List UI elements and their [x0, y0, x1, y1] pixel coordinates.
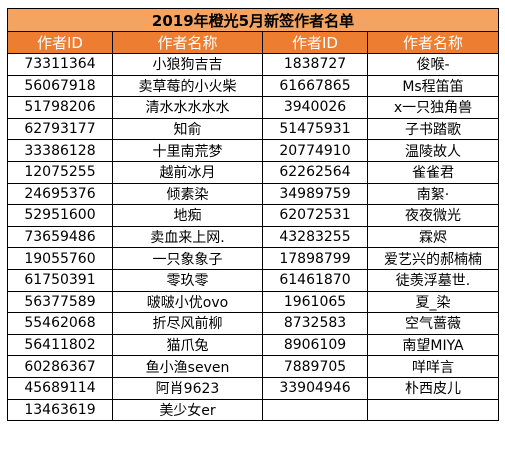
author-name-cell: 爱艺兴的郝楠楠 — [367, 247, 499, 270]
author-id-cell: 19055760 — [7, 247, 113, 270]
author-name-cell: 清水水水水水 — [112, 96, 263, 119]
author-name-cell: 俊喉- — [367, 53, 499, 76]
author-id-cell: 7889705 — [262, 355, 368, 378]
author-name-cell: 空气蔷薇 — [367, 312, 499, 335]
author-name-cell: 零玖零 — [112, 268, 263, 292]
author-name-cell: 阿肖9623 — [112, 376, 263, 400]
author-id-cell: 1961065 — [262, 290, 368, 314]
table-row: 55462068 折尽风前柳 8732583 空气蔷薇 — [7, 312, 499, 335]
author-name-cell: 啵啵小优ovo — [112, 290, 263, 314]
author-id-cell: 45689114 — [7, 376, 113, 400]
author-id-cell: 12075255 — [7, 160, 113, 184]
author-name-cell: 卖血来上网. — [112, 225, 263, 249]
author-name-cell: 南絮· — [367, 182, 499, 206]
author-id-cell: 51475931 — [262, 117, 368, 141]
author-name-cell: 雀雀君 — [367, 160, 499, 184]
author-name-cell: 夜夜微光 — [367, 204, 499, 227]
author-name-cell: 子书踏歌 — [367, 117, 499, 141]
author-id-cell: 3940026 — [262, 96, 368, 119]
author-id-cell: 60286367 — [7, 355, 113, 378]
header-row: 作者ID 作者名称 作者ID 作者名称 — [7, 31, 499, 54]
table-row: 73311364 小狼狗吉吉 1838727 俊喉- — [7, 53, 499, 76]
author-name-cell: 知俞 — [112, 117, 263, 141]
author-name-cell — [367, 398, 499, 422]
author-list-sheet: 2019年橙光5月新签作者名单 作者ID 作者名称 作者ID 作者名称 7331… — [7, 8, 499, 422]
table-row: 12075255 越前冰月 62262564 雀雀君 — [7, 160, 499, 184]
table-row: 24695376 倾素染 34989759 南絮· — [7, 182, 499, 206]
author-id-cell: 24695376 — [7, 182, 113, 206]
author-id-cell: 61461870 — [262, 268, 368, 292]
author-name-cell: 朴西皮儿 — [367, 376, 499, 400]
header-author-id-1: 作者ID — [7, 31, 113, 54]
author-id-cell: 61667865 — [262, 74, 368, 98]
author-id-cell: 17898799 — [262, 247, 368, 270]
table-row: 13463619 美少女er — [7, 398, 499, 422]
author-name-cell: 倾素染 — [112, 182, 263, 206]
author-name-cell: x一只独角兽 — [367, 96, 499, 119]
table-row: 62793177 知俞 51475931 子书踏歌 — [7, 117, 499, 141]
author-name-cell: 美少女er — [112, 398, 263, 422]
author-name-cell: 越前冰月 — [112, 160, 263, 184]
author-id-cell: 33904946 — [262, 376, 368, 400]
author-id-cell: 56067918 — [7, 74, 113, 98]
author-id-cell: 33386128 — [7, 139, 113, 162]
table-row: 56067918 卖草莓的小火柴 61667865 Ms程笛笛 — [7, 74, 499, 98]
table-row: 19055760 一只象象子 17898799 爱艺兴的郝楠楠 — [7, 247, 499, 270]
author-name-cell: 南望MIYA — [367, 333, 499, 357]
author-id-cell: 56377589 — [7, 290, 113, 314]
author-id-cell: 43283255 — [262, 225, 368, 249]
author-name-cell: 猫爪兔 — [112, 333, 263, 357]
author-id-cell: 1838727 — [262, 53, 368, 76]
author-name-cell: 小狼狗吉吉 — [112, 53, 263, 76]
title-row: 2019年橙光5月新签作者名单 — [7, 8, 499, 32]
author-name-cell: Ms程笛笛 — [367, 74, 499, 98]
author-id-cell: 13463619 — [7, 398, 113, 422]
author-id-cell: 8906109 — [262, 333, 368, 357]
sheet-title: 2019年橙光5月新签作者名单 — [7, 8, 499, 32]
author-name-cell: 卖草莓的小火柴 — [112, 74, 263, 98]
author-name-cell: 咩咩言 — [367, 355, 499, 378]
author-id-cell: 62072531 — [262, 204, 368, 227]
table-row: 61750391 零玖零 61461870 徒羡浮墓世. — [7, 268, 499, 292]
author-name-cell: 地痴 — [112, 204, 263, 227]
author-name-cell: 徒羡浮墓世. — [367, 268, 499, 292]
table-row: 45689114 阿肖9623 33904946 朴西皮儿 — [7, 376, 499, 400]
author-id-cell: 73311364 — [7, 53, 113, 76]
author-name-cell: 折尽风前柳 — [112, 312, 263, 335]
author-id-cell: 61750391 — [7, 268, 113, 292]
author-id-cell: 34989759 — [262, 182, 368, 206]
author-name-cell: 鱼小渔seven — [112, 355, 263, 378]
table-row: 33386128 十里南荒梦 20774910 温陵故人 — [7, 139, 499, 162]
table-row: 52951600 地痴 62072531 夜夜微光 — [7, 204, 499, 227]
table-row: 56377589 啵啵小优ovo 1961065 夏_染 — [7, 290, 499, 314]
author-id-cell: 52951600 — [7, 204, 113, 227]
author-id-cell: 51798206 — [7, 96, 113, 119]
author-name-cell: 一只象象子 — [112, 247, 263, 270]
header-author-name-2: 作者名称 — [367, 31, 499, 54]
author-id-cell: 56411802 — [7, 333, 113, 357]
table-row: 60286367 鱼小渔seven 7889705 咩咩言 — [7, 355, 499, 378]
table-row: 73659486 卖血来上网. 43283255 霖烬 — [7, 225, 499, 249]
author-id-cell: 55462068 — [7, 312, 113, 335]
author-name-cell: 十里南荒梦 — [112, 139, 263, 162]
author-id-cell: 73659486 — [7, 225, 113, 249]
author-name-cell: 温陵故人 — [367, 139, 499, 162]
author-name-cell: 霖烬 — [367, 225, 499, 249]
header-author-id-2: 作者ID — [262, 31, 368, 54]
table-body: 73311364 小狼狗吉吉 1838727 俊喉- 56067918 卖草莓的小火柴 61… — [7, 53, 499, 422]
author-name-cell: 夏_染 — [367, 290, 499, 314]
author-id-cell: 20774910 — [262, 139, 368, 162]
header-author-name-1: 作者名称 — [112, 31, 263, 54]
table-row: 51798206 清水水水水水 3940026 x一只独角兽 — [7, 96, 499, 119]
author-id-cell: 62262564 — [262, 160, 368, 184]
author-id-cell — [262, 398, 368, 422]
author-id-cell: 62793177 — [7, 117, 113, 141]
author-id-cell: 8732583 — [262, 312, 368, 335]
table-row: 56411802 猫爪兔 8906109 南望MIYA — [7, 333, 499, 357]
author-table: 2019年橙光5月新签作者名单 作者ID 作者名称 作者ID 作者名称 7331… — [7, 8, 499, 422]
